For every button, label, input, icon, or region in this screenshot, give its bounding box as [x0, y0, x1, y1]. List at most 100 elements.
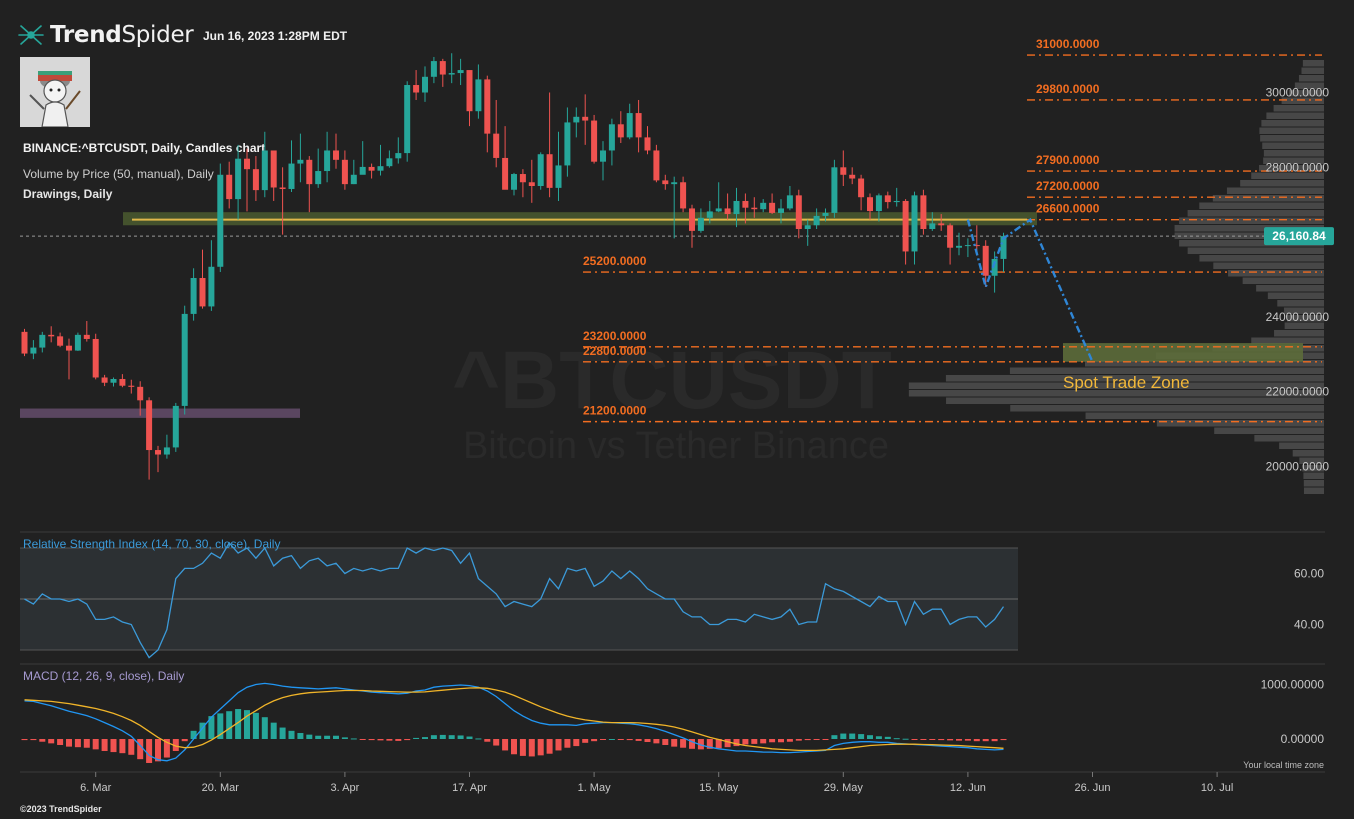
candles: [21, 53, 1007, 480]
candle-body: [430, 61, 437, 77]
macd-histogram-bar: [466, 736, 473, 739]
vbp-bar: [1084, 360, 1324, 367]
candle-body: [324, 150, 331, 172]
candle-body: [697, 217, 704, 231]
candle-body: [92, 338, 99, 378]
candle-body: [146, 400, 153, 451]
candle-body: [422, 76, 428, 93]
macd-histogram-bar: [778, 739, 784, 743]
copyright: ©2023 TrendSpider: [20, 804, 102, 814]
vbp-bar: [1284, 322, 1324, 329]
macd-histogram-bar: [333, 735, 339, 739]
candle-body: [1000, 236, 1007, 259]
candle-body: [884, 195, 891, 203]
vbp-bar: [1266, 112, 1324, 119]
macd-histogram-bar: [706, 739, 713, 749]
macd-histogram-bar: [875, 736, 882, 739]
candle-body: [742, 200, 749, 208]
vbp-bar: [1301, 67, 1324, 74]
vbp-bar: [1256, 285, 1324, 292]
candle-body: [902, 200, 909, 252]
candle-body: [911, 195, 918, 252]
macd-histogram-bar: [413, 737, 420, 739]
rsi-title[interactable]: Relative Strength Index (14, 70, 30, clo…: [23, 537, 281, 551]
vbp-bar: [1251, 337, 1324, 344]
macd-histogram-bar: [377, 739, 384, 741]
candle-body: [964, 245, 971, 247]
vbp-bar: [1286, 315, 1324, 322]
candle-body: [199, 278, 206, 307]
time-tick-label: 3. Apr: [331, 782, 360, 794]
macd-histogram-bar: [359, 739, 366, 740]
vbp-bar: [1174, 225, 1324, 232]
macd-histogram-bar: [21, 739, 28, 741]
candle-body: [66, 345, 72, 351]
fib-label: 22800.0000: [583, 344, 647, 358]
macd-histogram-bar: [119, 739, 126, 754]
fib-label: 25200.0000: [583, 254, 647, 268]
time-axis: 6. Mar 20. Mar 3. Apr 17. Apr 1. May 15. May 2…: [80, 772, 1233, 794]
time-tick-label: 12. Jun: [950, 782, 986, 794]
candle-body: [395, 153, 402, 159]
macd-histogram-bar: [938, 739, 945, 741]
vbp-bar: [945, 375, 1324, 382]
macd-histogram-bar: [475, 738, 482, 740]
vbp-bar: [1187, 210, 1324, 217]
macd-histogram-bar: [858, 734, 865, 739]
price-tick-label: 28000.0000: [1266, 160, 1330, 174]
macd-histogram-bar: [537, 739, 544, 756]
time-tick-label: 26. Jun: [1074, 782, 1110, 794]
vbp-bar: [1277, 300, 1324, 307]
vbp-bar: [1292, 450, 1324, 457]
macd-histogram-bar: [422, 737, 428, 739]
volume-by-price-label[interactable]: Volume by Price (50, manual), Daily: [23, 167, 214, 181]
macd-histogram-bar: [57, 739, 64, 745]
candle-body: [110, 378, 117, 383]
candle-body: [270, 150, 277, 188]
candle-body: [858, 178, 865, 198]
vbp-bar: [1274, 330, 1324, 337]
vbp-bar: [1303, 480, 1324, 487]
price-tick-label: 20000.0000: [1266, 460, 1330, 474]
macd-histogram-bar: [555, 739, 562, 751]
vbp-bar: [1288, 90, 1324, 97]
macd-histogram-bar: [662, 739, 669, 745]
candle-body: [849, 174, 856, 179]
author-avatar: [20, 57, 90, 128]
vbp-bar: [1303, 487, 1324, 494]
vbp-bar: [1199, 255, 1324, 262]
spot-trade-zone-label: Spot Trade Zone: [1063, 373, 1190, 392]
macd-histogram-bar: [350, 738, 357, 740]
macd-title[interactable]: MACD (12, 26, 9, close), Daily: [23, 669, 185, 683]
macd-histogram-bar: [697, 739, 704, 750]
candle-body: [929, 223, 936, 230]
candle-body: [671, 182, 678, 185]
candle-body: [920, 195, 927, 230]
macd-histogram-bar: [546, 739, 553, 754]
fib-label: 26600.0000: [1036, 202, 1100, 216]
candle-body: [101, 377, 108, 383]
macd-histogram-bar: [653, 739, 660, 744]
candle-body: [840, 167, 847, 175]
macd-histogram-bar: [30, 739, 37, 741]
macd-histogram-bar: [155, 739, 161, 762]
local-time-zone[interactable]: Your local time zone: [1243, 760, 1324, 770]
macd-histogram-bar: [795, 739, 802, 741]
candle-body: [519, 174, 526, 183]
macd-histogram-bar: [786, 739, 793, 742]
vbp-bar: [1212, 195, 1324, 202]
rsi-line: [24, 541, 1005, 659]
macd-histogram-bar: [982, 739, 989, 742]
candle-body: [359, 166, 366, 175]
candle-body: [21, 331, 28, 354]
drawings-label[interactable]: Drawings, Daily: [23, 187, 113, 201]
vbp-bar: [1226, 187, 1324, 194]
candle-body: [163, 447, 170, 455]
macd-histogram-bar: [315, 735, 322, 739]
macd-histogram-bar: [252, 712, 259, 739]
candle-body: [57, 336, 64, 346]
macd-histogram-bar: [172, 739, 179, 751]
candle-body: [235, 158, 242, 200]
rsi-tick-label: 60.00: [1294, 567, 1324, 581]
